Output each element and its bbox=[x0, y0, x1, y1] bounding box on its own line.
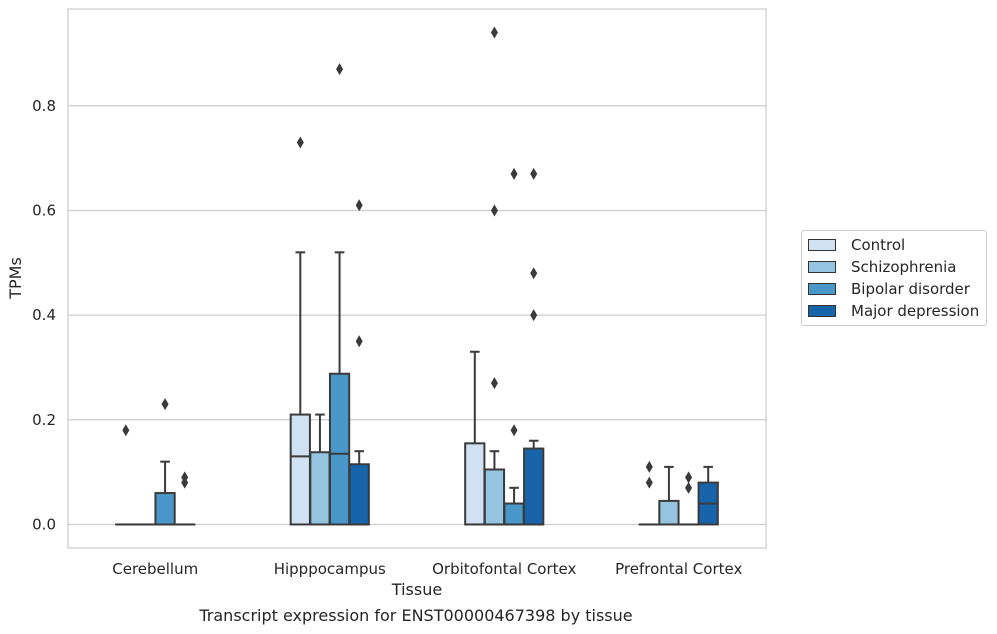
grid-lines bbox=[68, 105, 766, 526]
legend-label-control: Control bbox=[851, 236, 906, 254]
box-schizophrenia-orbitofontal-cortex bbox=[483, 26, 506, 526]
box-plots bbox=[115, 26, 719, 526]
outlier-point bbox=[122, 424, 130, 437]
legend-item-schizophrenia: Schizophrenia bbox=[808, 257, 956, 277]
x-tick-label: Cerebellum bbox=[112, 560, 198, 578]
box bbox=[658, 499, 680, 526]
legend-swatch-bipolar-disorder bbox=[808, 283, 836, 295]
box-major-depression-cerebellum bbox=[174, 471, 196, 526]
box-major-depression-hipppocampus bbox=[348, 199, 370, 526]
outlier-point bbox=[530, 267, 538, 280]
box bbox=[523, 447, 545, 526]
outlier-point bbox=[645, 476, 653, 489]
outlier-point bbox=[355, 199, 363, 212]
outlier-point bbox=[355, 335, 363, 348]
outlier-point bbox=[530, 309, 538, 322]
y-tick-label: 0.6 bbox=[32, 201, 56, 219]
box-control-cerebellum bbox=[115, 424, 137, 526]
outlier-point bbox=[510, 167, 518, 180]
plot-frame bbox=[67, 8, 767, 549]
box-bipolar-disorder-hipppocampus bbox=[328, 63, 351, 526]
box bbox=[464, 442, 486, 526]
legend-swatch-schizophrenia bbox=[808, 261, 836, 273]
x-tick-label: Prefrontal Cortex bbox=[615, 560, 742, 578]
outlier-point bbox=[296, 136, 304, 149]
legend-item-bipolar-disorder: Bipolar disorder bbox=[808, 279, 970, 299]
box bbox=[348, 463, 370, 526]
box bbox=[289, 413, 311, 526]
box-bipolar-disorder-orbitofontal-cortex bbox=[503, 167, 525, 526]
box bbox=[154, 492, 176, 526]
box-control-hipppocampus bbox=[289, 136, 311, 526]
legend-item-major-depression: Major depression bbox=[808, 301, 979, 321]
legend-swatch-major-depression bbox=[808, 305, 836, 317]
legend: Control Schizophrenia Bipolar disorder M… bbox=[801, 230, 987, 326]
box-bipolar-disorder-prefrontal-cortex bbox=[677, 471, 700, 526]
legend-swatch-control bbox=[808, 239, 836, 251]
outlier-point bbox=[510, 424, 518, 437]
outlier-point bbox=[530, 167, 538, 180]
y-tick-label: 0.2 bbox=[32, 411, 56, 429]
legend-label-bipolar-disorder: Bipolar disorder bbox=[851, 280, 970, 298]
outlier-point bbox=[181, 471, 189, 484]
tick-labels: 0.0 0.2 0.4 0.6 0.8 Cerebellum Hipppocampus Orb… bbox=[32, 97, 742, 578]
legend-item-control: Control bbox=[808, 235, 905, 255]
x-axis-label: Tissue bbox=[391, 580, 442, 599]
outlier-point bbox=[490, 26, 498, 39]
outlier-point bbox=[685, 471, 693, 484]
outlier-point bbox=[336, 63, 344, 76]
outlier-point bbox=[490, 204, 498, 217]
box-control-prefrontal-cortex bbox=[638, 460, 660, 526]
x-tick-label: Orbitofontal Cortex bbox=[432, 560, 576, 578]
box-control-orbitofontal-cortex bbox=[464, 350, 486, 526]
figure-caption: Transcript expression for ENST0000046739… bbox=[199, 606, 633, 625]
outlier-point bbox=[490, 377, 498, 390]
legend-label-major-depression: Major depression bbox=[851, 302, 980, 320]
box-schizophrenia-prefrontal-cortex bbox=[658, 465, 680, 526]
outlier-point bbox=[685, 481, 693, 494]
outlier-point bbox=[161, 398, 169, 411]
box bbox=[483, 468, 506, 526]
box-bipolar-disorder-cerebellum bbox=[154, 398, 176, 526]
box-major-depression-prefrontal-cortex bbox=[697, 465, 719, 526]
y-tick-label: 0.0 bbox=[32, 515, 56, 533]
box bbox=[309, 451, 331, 526]
outlier-point bbox=[645, 460, 653, 473]
box-major-depression-orbitofontal-cortex bbox=[523, 167, 545, 526]
y-axis-label: TPMs bbox=[6, 257, 25, 300]
box-schizophrenia-hipppocampus bbox=[309, 413, 331, 526]
box bbox=[328, 372, 351, 526]
box bbox=[503, 502, 525, 526]
x-tick-label: Hipppocampus bbox=[274, 560, 386, 578]
y-tick-label: 0.8 bbox=[32, 97, 56, 115]
y-tick-label: 0.4 bbox=[32, 306, 56, 324]
legend-label-schizophrenia: Schizophrenia bbox=[851, 258, 957, 276]
